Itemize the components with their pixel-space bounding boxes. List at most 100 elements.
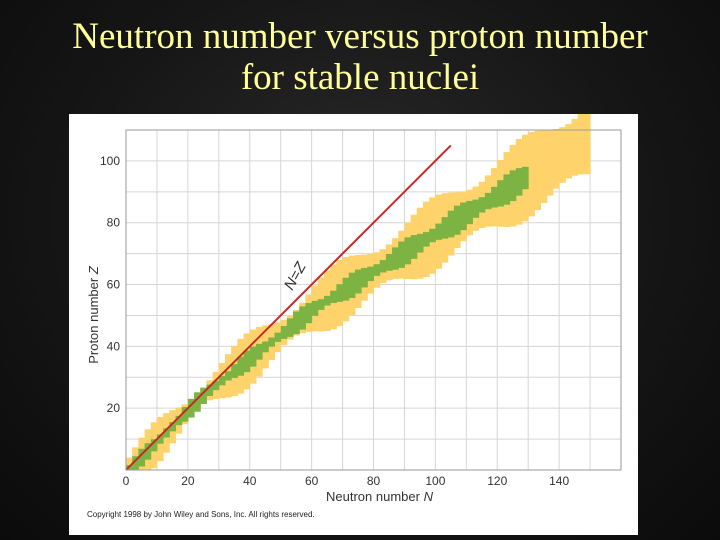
band-outer-column	[565, 123, 572, 179]
y-tick-label: 40	[107, 339, 121, 353]
band-inner-column	[144, 443, 152, 460]
n-equals-z-label: N=Z	[281, 259, 310, 293]
band-inner-column	[218, 376, 226, 386]
band-inner-column	[354, 269, 362, 294]
band-inner-column	[423, 232, 430, 247]
x-tick-label: 100	[425, 474, 445, 488]
band-inner-column	[293, 311, 300, 335]
slide-title-line-1: Neutron number versus proton number	[72, 16, 648, 57]
band-outer-column	[577, 114, 585, 175]
band-outer-column	[552, 129, 560, 189]
band-inner-column	[460, 202, 467, 231]
x-axis-symbol: N	[424, 489, 434, 504]
slide-title-line-2: for stable nuclei	[240, 57, 480, 98]
band-inner-column	[305, 303, 313, 324]
band-inner-column	[286, 318, 294, 337]
band-inner-column	[163, 428, 170, 438]
band-inner-column	[181, 407, 189, 422]
band-inner-column	[249, 346, 257, 367]
slide-title: Neutron number versus proton number for …	[0, 16, 720, 98]
band-inner-column	[367, 266, 374, 282]
y-axis-ticks: 20 40 60 80 100	[100, 154, 120, 415]
band-outer-column	[534, 130, 542, 211]
n-equals-z-line	[125, 144, 452, 471]
x-axis-title: Neutron number N	[326, 489, 434, 504]
band-inner-column	[200, 387, 207, 405]
y-tick-label: 60	[107, 278, 121, 292]
x-tick-label: 60	[305, 474, 319, 488]
band-inner-column	[317, 299, 325, 310]
band-inner-column	[373, 264, 381, 276]
band-inner-column	[348, 272, 356, 299]
band-inner-column	[324, 295, 331, 306]
band-inner-column	[361, 267, 368, 288]
y-tick-label: 100	[100, 154, 120, 168]
band-inner-column	[330, 290, 337, 304]
y-axis-label: Proton number	[86, 277, 101, 364]
band-outer-column	[559, 127, 566, 183]
band-inner-column	[484, 192, 492, 210]
band-inner-column	[497, 180, 504, 207]
band-inner-column	[385, 253, 393, 271]
band-outer-column	[540, 130, 548, 203]
band-inner-column	[138, 448, 146, 467]
band-inner-column	[169, 422, 176, 432]
band-inner-column	[225, 371, 232, 381]
band-outer-column	[126, 457, 133, 470]
band-inner-column	[447, 210, 455, 238]
band-inner-column	[472, 199, 480, 218]
nuclide-chart-svg: 0 20 40 60 80 100 120 140 20 40 60 80 100 Neutron n…	[86, 114, 622, 504]
x-tick-label: 0	[123, 474, 130, 488]
band-inner-column	[212, 380, 220, 391]
x-tick-label: 20	[181, 474, 195, 488]
band-inner-column	[231, 364, 238, 378]
nuclide-chart-figure: 0 20 40 60 80 100 120 140 20 40 60 80 100 Neutron n…	[69, 114, 638, 535]
x-tick-label: 120	[487, 474, 507, 488]
x-axis-label: Neutron number	[326, 489, 421, 504]
band-inner-column	[299, 306, 306, 330]
band-inner-column	[435, 223, 443, 240]
stable-nuclei-band	[126, 166, 529, 470]
band-inner-column	[255, 343, 263, 360]
y-tick-label: 80	[107, 216, 121, 230]
band-inner-column	[342, 277, 350, 301]
band-inner-column	[311, 300, 319, 316]
band-inner-column	[280, 325, 288, 339]
band-inner-column	[522, 166, 529, 190]
band-inner-column	[150, 439, 158, 452]
band-inner-column	[194, 392, 201, 412]
band-inner-column	[175, 415, 183, 426]
band-outer-column	[528, 132, 535, 217]
band-inner-column	[132, 456, 139, 470]
band-inner-column	[274, 332, 282, 342]
x-axis-ticks: 0 20 40 60 80 100 120 140	[123, 474, 570, 488]
band-inner-column	[398, 241, 405, 268]
plot-frame	[125, 129, 622, 471]
band-inner-column	[404, 237, 412, 265]
y-axis-symbol: Z	[86, 265, 101, 275]
band-inner-column	[503, 174, 511, 205]
band-inner-column	[429, 228, 436, 243]
x-tick-label: 40	[243, 474, 257, 488]
x-tick-label: 80	[367, 474, 381, 488]
band-inner-column	[478, 197, 486, 213]
band-inner-column	[453, 205, 461, 235]
band-inner-column	[410, 235, 418, 259]
band-inner-column	[336, 284, 344, 302]
band-inner-column	[237, 356, 245, 376]
band-inner-column	[379, 259, 387, 273]
band-inner-column	[156, 434, 164, 444]
band-inner-column	[187, 398, 195, 418]
y-axis-title: Proton number Z	[86, 265, 101, 364]
band-inner-column	[466, 200, 473, 225]
band-inner-column	[515, 168, 523, 196]
band-inner-column	[268, 337, 275, 347]
band-inner-column	[509, 170, 517, 202]
band-outer-column	[546, 129, 554, 196]
y-tick-label: 20	[107, 401, 121, 415]
band-inner-column	[243, 350, 251, 373]
band-inner-column	[392, 247, 399, 270]
band-inner-column	[262, 341, 269, 353]
band-outer-column	[571, 119, 579, 176]
band-inner-column	[206, 384, 214, 396]
